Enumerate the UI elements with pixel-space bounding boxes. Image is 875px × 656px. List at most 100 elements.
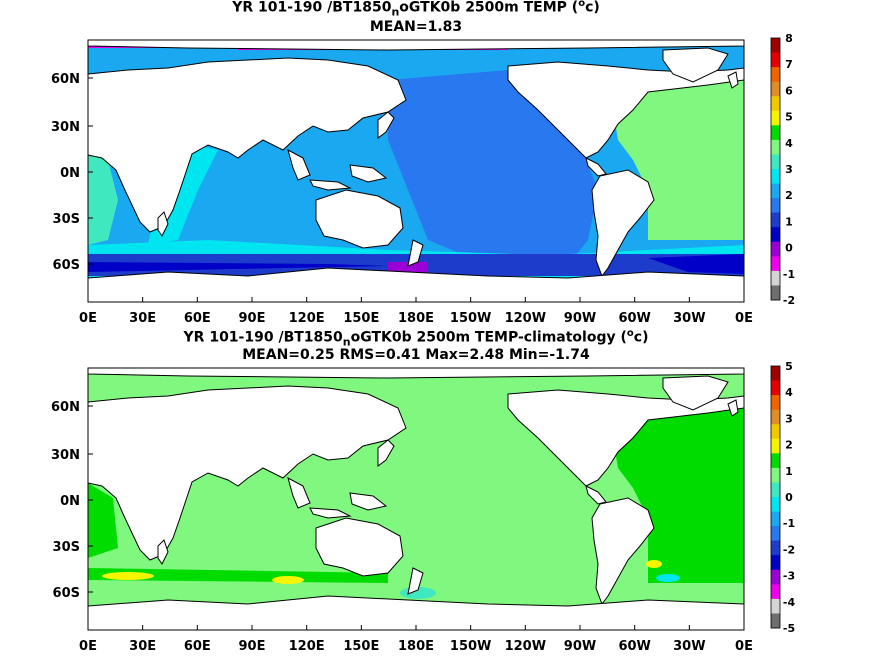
top-x-tick-label: 180E bbox=[398, 311, 434, 326]
bottom-colorbar-label: -5 bbox=[783, 622, 795, 635]
top-colorbar-label: -1 bbox=[783, 268, 795, 281]
bottom-y-tick-label: 30S bbox=[53, 540, 80, 555]
top-colorbar-segment bbox=[771, 212, 780, 228]
top-colorbar-label: 5 bbox=[785, 111, 793, 124]
top-y-tick-label: 60N bbox=[51, 72, 80, 87]
bottom-x-tick-label: 150W bbox=[450, 639, 491, 654]
top-colorbar-label: 8 bbox=[785, 32, 793, 45]
top-y-tick-label: 60S bbox=[53, 258, 80, 273]
bottom-x-tick-label: 60W bbox=[618, 639, 650, 654]
bottom-x-tick-label: 60E bbox=[184, 639, 211, 654]
bottom-x-tick-label: 180E bbox=[398, 639, 434, 654]
top-colorbar-label: -2 bbox=[783, 294, 795, 307]
top-y-tick-label: 30N bbox=[51, 120, 80, 135]
top-x-tick-label: 120E bbox=[289, 311, 325, 326]
top-x-tick-label: 90W bbox=[564, 311, 596, 326]
bottom-y-tick-label: 60N bbox=[51, 400, 80, 415]
bottom-colorbar-segment bbox=[771, 511, 780, 527]
bottom-colorbar-segment bbox=[771, 453, 780, 469]
top-colorbar-segment bbox=[771, 81, 780, 97]
top-colorbar-label: 0 bbox=[785, 242, 793, 255]
top-colorbar-segment bbox=[771, 183, 780, 199]
top-colorbar-segment bbox=[771, 169, 780, 185]
bottom-y-tick-label: 60S bbox=[53, 586, 80, 601]
bottom-yellow-patch-3 bbox=[646, 560, 662, 568]
top-colorbar-segment bbox=[771, 110, 780, 126]
bottom-x-tick-label: 90E bbox=[239, 639, 266, 654]
top-colorbar-segment bbox=[771, 227, 780, 243]
bottom-colorbar-label: 0 bbox=[785, 491, 793, 504]
top-colorbar-label: 7 bbox=[785, 58, 793, 71]
bottom-colorbar-segment bbox=[771, 613, 780, 629]
bottom-colorbar-segment bbox=[771, 540, 780, 556]
top-colorbar-segment bbox=[771, 285, 780, 301]
bottom-atlantic-region bbox=[608, 398, 744, 583]
top-colorbar-segment bbox=[771, 198, 780, 214]
bottom-southern-band bbox=[88, 568, 388, 583]
top-x-tick-label: 30E bbox=[129, 311, 156, 326]
bottom-x-tick-label: 90W bbox=[564, 639, 596, 654]
bottom-colorbar-segment bbox=[771, 438, 780, 454]
top-x-tick-label: 150E bbox=[343, 311, 379, 326]
top-southern-deepest bbox=[88, 262, 388, 272]
bottom-yellow-patch-2 bbox=[272, 576, 304, 584]
top-colorbar-segment bbox=[771, 67, 780, 83]
bottom-y-tick-label: 0N bbox=[60, 494, 80, 509]
axes-layer: 0E 30E 60E 90E 120E 150E 180E 150W 120W 90W 60W 30W… bbox=[51, 72, 753, 654]
top-colorbar-segment bbox=[771, 256, 780, 272]
bottom-x-tick-label: 30E bbox=[129, 639, 156, 654]
bottom-colorbar-segment bbox=[771, 366, 780, 382]
top-y-tick-label: 0N bbox=[60, 166, 80, 181]
top-x-tick-label: 0E bbox=[79, 311, 97, 326]
top-colorbar-segment bbox=[771, 241, 780, 257]
top-colorbar-segment bbox=[771, 139, 780, 155]
bottom-colorbar-segment bbox=[771, 482, 780, 498]
bottom-colorbar-segment bbox=[771, 555, 780, 571]
top-colorbar-segment bbox=[771, 96, 780, 112]
top-x-tick-label: 150W bbox=[450, 311, 491, 326]
bottom-colorbar-label: -4 bbox=[783, 596, 796, 609]
bottom-colorbar-label: 5 bbox=[785, 360, 793, 373]
top-atlantic-region bbox=[608, 80, 744, 240]
top-colorbar-label: 6 bbox=[785, 84, 793, 97]
bottom-colorbar-segment bbox=[771, 380, 780, 396]
top-x-tick-label: 120W bbox=[505, 311, 546, 326]
bottom-map-subtitle: MEAN=0.25 RMS=0.41 Max=2.48 Min=-1.74 bbox=[242, 347, 590, 363]
bottom-x-tick-label: 150E bbox=[343, 639, 379, 654]
top-x-tick-label: 30W bbox=[673, 311, 705, 326]
bottom-colorbar-label: 4 bbox=[785, 386, 793, 399]
bottom-east-atlantic bbox=[88, 483, 118, 558]
bottom-colorbar-segment bbox=[771, 395, 780, 411]
top-colorbar-segment bbox=[771, 270, 780, 286]
bottom-colorbar-segment bbox=[771, 467, 780, 483]
bottom-x-tick-label: 120W bbox=[505, 639, 546, 654]
bottom-x-tick-label: 120E bbox=[289, 639, 325, 654]
top-colorbar-segment bbox=[771, 125, 780, 141]
top-colorbar-label: 3 bbox=[785, 163, 793, 176]
bottom-yellow-patch-1 bbox=[102, 572, 154, 580]
top-colorbar-label: 4 bbox=[785, 137, 793, 150]
bottom-colorbar-segment bbox=[771, 569, 780, 585]
bottom-colorbar-frame bbox=[770, 365, 781, 629]
bottom-colorbar-segment bbox=[771, 598, 780, 614]
bottom-colorbar-label: -3 bbox=[783, 570, 795, 583]
top-colorbar-segment bbox=[771, 38, 780, 54]
top-atlantic-east bbox=[88, 150, 118, 245]
top-colorbar-frame bbox=[770, 37, 781, 301]
bottom-colorbar-segment bbox=[771, 409, 780, 425]
top-colorbar-label: 1 bbox=[785, 215, 793, 228]
top-x-tick-label: 60E bbox=[184, 311, 211, 326]
top-x-tick-label: 90E bbox=[239, 311, 266, 326]
bottom-x-tick-label: 30W bbox=[673, 639, 705, 654]
bottom-y-tick-label: 30N bbox=[51, 448, 80, 463]
bottom-colorbar-segment bbox=[771, 424, 780, 440]
top-weddell-deep bbox=[648, 254, 744, 274]
top-map-subtitle: MEAN=1.83 bbox=[369, 19, 463, 35]
bottom-colorbar-segment bbox=[771, 497, 780, 513]
top-y-tick-label: 30S bbox=[53, 212, 80, 227]
bottom-map-title: YR 101-190 /BT1850noGTK0b 2500m TEMP-cli… bbox=[183, 328, 649, 349]
bottom-x-tick-label: 0E bbox=[735, 639, 753, 654]
bottom-cyan-patch-2 bbox=[656, 574, 680, 582]
bottom-colorbar-label: 2 bbox=[785, 439, 793, 452]
